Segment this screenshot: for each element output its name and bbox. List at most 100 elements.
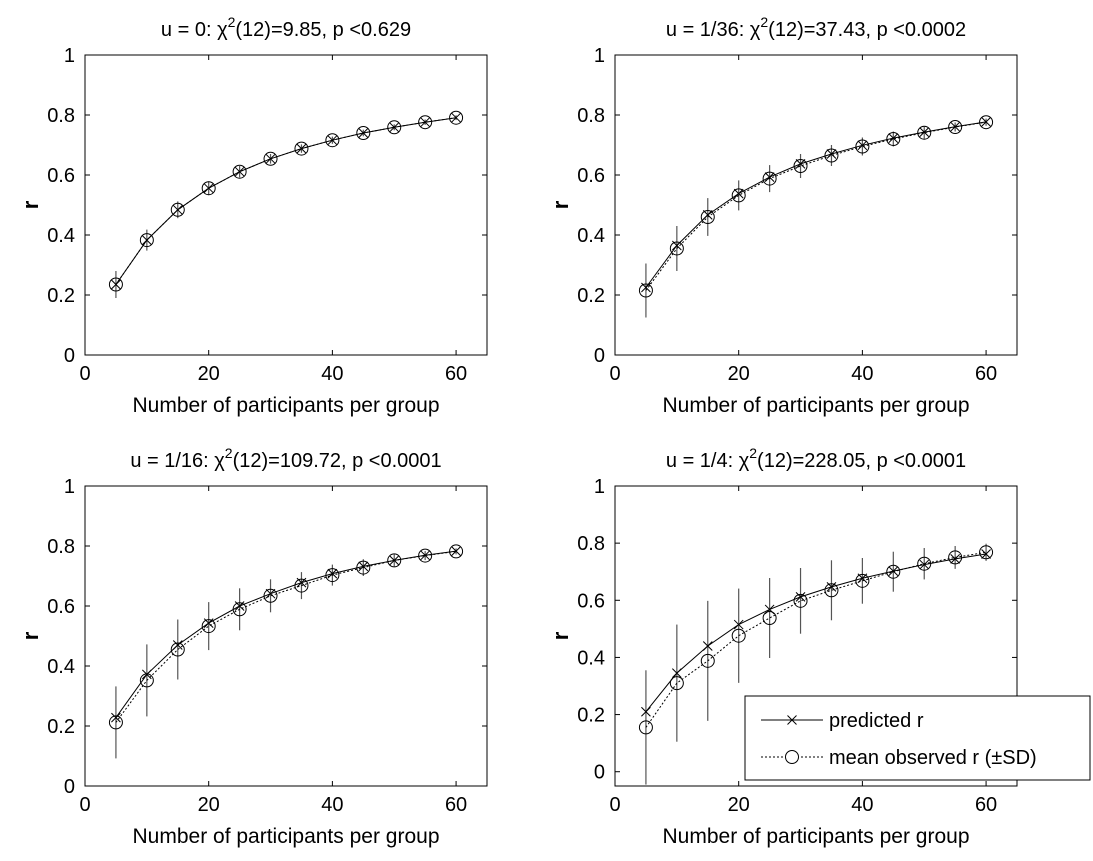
y-tick-label: 1 [594,476,605,498]
predicted-point-stroke [172,204,183,215]
predicted-point [265,153,276,164]
observed-point [731,188,746,203]
y-tick-label: 0.2 [577,285,605,307]
observed-point [824,583,839,598]
x-axis-label: Number of participants per group [663,825,970,848]
observed-point [387,120,402,135]
predicted-point [172,640,183,650]
observed-point [139,233,154,248]
predicted-point [641,282,651,293]
title-chi: χ [217,19,228,41]
predicted-point-stroke [981,549,991,559]
x-tick-label: 60 [975,794,997,816]
y-tick-label: 0.4 [47,225,75,247]
observed-point [700,210,715,224]
observed-point [170,202,185,217]
x-tick-label: 0 [79,363,90,385]
title-suffix: (12)=9.85, p <0.629 [235,19,411,41]
observed-point [418,115,433,130]
y-tick-label: 1 [64,45,75,67]
predicted-point-stroke [826,582,837,592]
y-tick-label: 0.2 [47,716,75,738]
predicted-point-stroke [641,282,651,293]
observed-point [917,556,932,571]
y-tick-label: 0.6 [47,596,75,618]
y-tick-label: 1 [594,45,605,67]
legend-observed-marker [785,750,799,764]
observed-point [700,653,715,668]
observed-point [356,126,371,140]
observed-point [979,115,994,130]
legend-predicted-marker [787,715,797,725]
predicted-point [141,669,152,680]
predicted-point-stroke [111,279,121,290]
x-tick-label: 20 [198,794,220,816]
observed-point [108,715,123,730]
predicted-point [702,641,713,651]
predicted-point-stroke [981,117,991,127]
observed-point [669,241,684,256]
predicted-point [888,566,899,576]
predicted-point [950,554,961,564]
observed-point [793,159,808,173]
chart-panel-1: u = 0: χ2(12)=9.85, p <0.629 0 20 40 60 0 0.2 0… [18,14,488,417]
y-tick-label: 0 [64,776,75,798]
predicted-point-stroke [888,133,899,143]
x-tick-label: 20 [728,363,750,385]
y-tick-label: 0.4 [577,225,605,247]
predicted-point-stroke [234,166,245,177]
title-prefix: u = 1/4: [666,450,739,472]
observed-series-line [645,121,987,291]
predicted-point-stroke [141,669,152,680]
observed-point [669,676,684,691]
y-tick-label: 0.6 [577,165,605,187]
x-tick-label: 60 [445,363,467,385]
predicted-point [919,127,930,137]
predicted-point-stroke [358,128,369,138]
observed-point [356,560,371,575]
predicted-point-stroke [764,172,775,182]
observed-point [762,611,777,625]
legend: predicted r mean observed r (±SD) [744,695,1091,781]
predicted-point [420,550,431,561]
x-tick-label: 0 [609,794,620,816]
predicted-point-stroke [857,573,868,584]
predicted-point-stroke [111,712,121,723]
predicted-point [327,135,338,146]
predicted-point [141,235,152,245]
predicted-point [981,549,991,559]
predicted-point-stroke [702,641,713,651]
title-superscript: 2 [760,14,768,30]
x-tick-label: 0 [79,794,90,816]
observed-point [793,593,808,608]
predicted-point [111,279,121,290]
y-tick-label: 0.6 [47,165,75,187]
chart-title: u = 1/16: χ2(12)=109.72, p <0.0001 [130,445,441,472]
predicted-point-stroke [234,601,245,611]
title-suffix: (12)=109.72, p <0.0001 [233,450,442,472]
observed-point [731,628,746,643]
title-superscript: 2 [225,445,233,461]
x-tick-label: 20 [728,794,750,816]
predicted-point [234,601,245,611]
observed-point [886,564,901,579]
predicted-point [733,619,744,630]
observed-series-line [115,550,457,723]
chart-title: u = 1/4: χ2(12)=228.05, p <0.0001 [666,445,966,472]
title-chi: χ [214,450,225,472]
predicted-point [296,577,307,588]
predicted-point-stroke [265,153,276,164]
observed-point [263,588,278,603]
y-tick-label: 0.2 [47,285,75,307]
predicted-series-line [115,117,457,285]
legend-predicted-label: predicted r [829,710,924,732]
observed-point [232,602,247,617]
x-tick-label: 40 [851,363,873,385]
predicted-point-stroke [919,127,930,137]
predicted-point [671,668,682,678]
predicted-point-stroke [671,240,682,251]
observed-point [638,283,653,298]
axes-frame [614,485,1018,787]
predicted-point-stroke [795,159,806,169]
